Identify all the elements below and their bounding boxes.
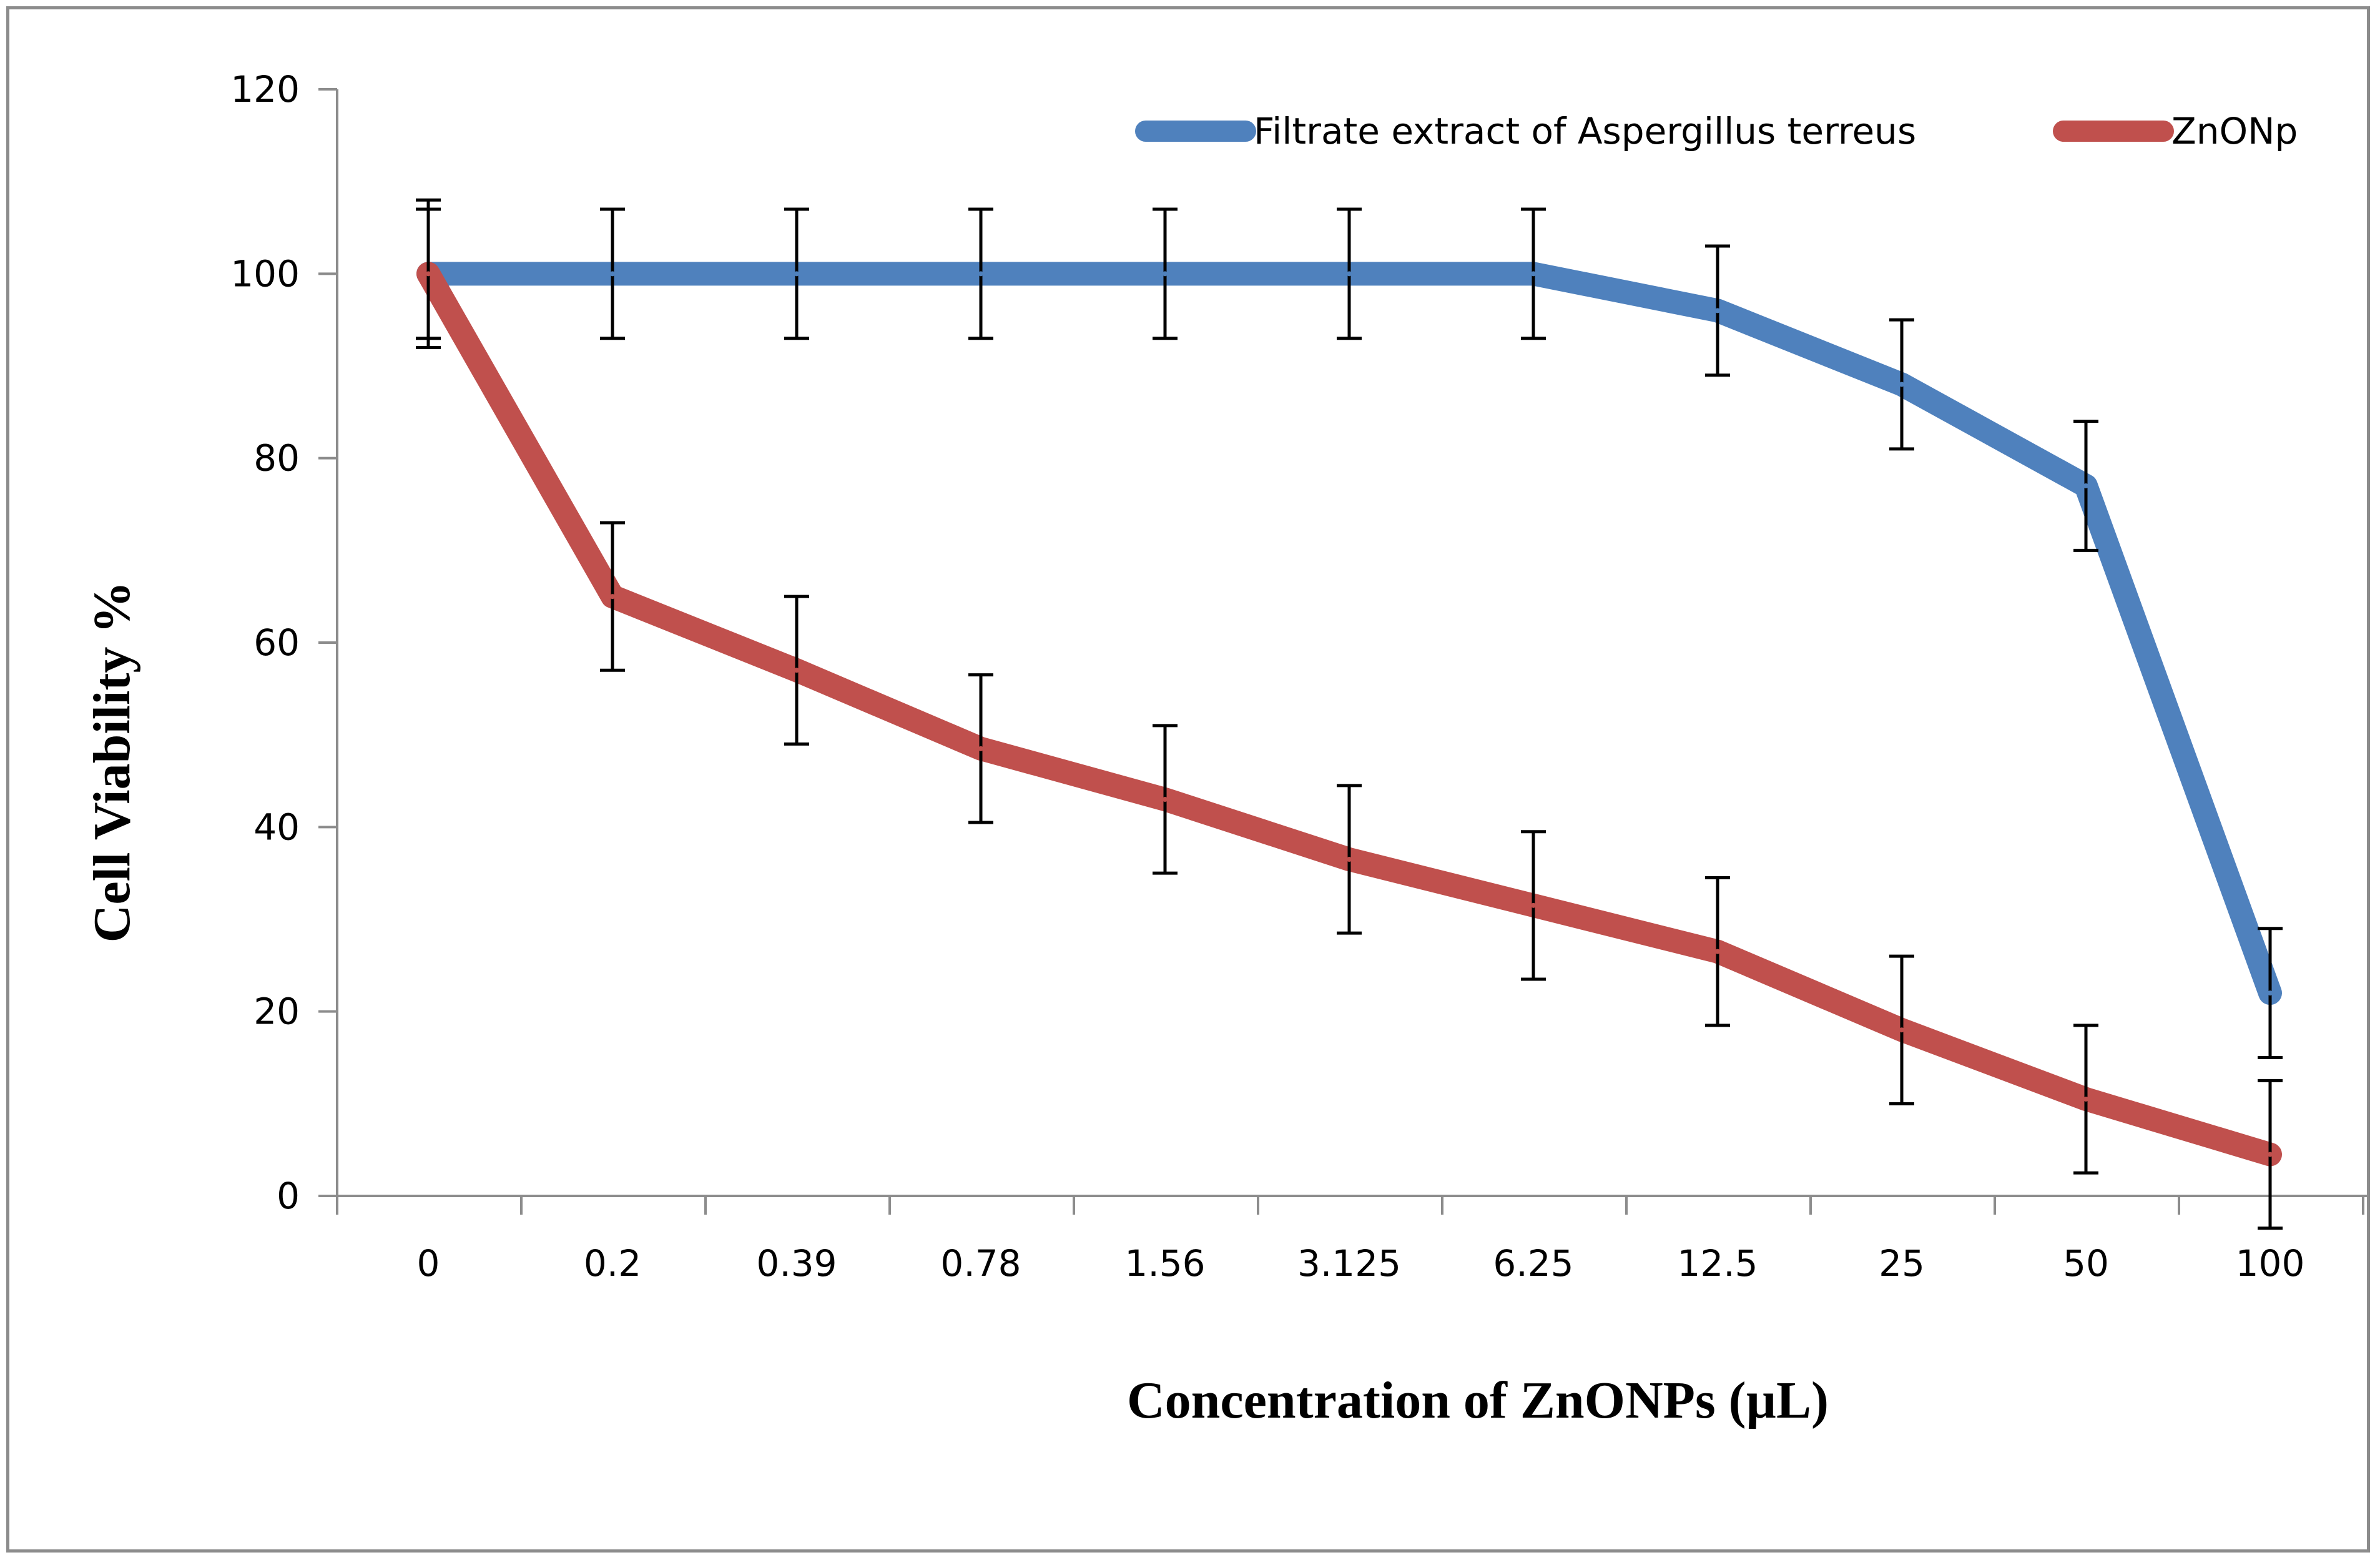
data-point (794, 668, 799, 673)
data-point (1899, 1027, 1904, 1033)
data-point (1715, 308, 1720, 313)
data-point (610, 594, 615, 600)
legend-label: ZnONp (2171, 110, 2298, 152)
x-tick-label: 0.78 (940, 1242, 1021, 1285)
legend: Filtrate extract of Aspergillus terreus Z… (1135, 110, 2298, 152)
y-tick-label: 100 (230, 252, 300, 295)
data-point (1899, 382, 1904, 387)
data-point (2083, 1096, 2088, 1102)
y-axis-title: Cell Viability % (83, 581, 141, 943)
data-point (2268, 990, 2273, 996)
data-point (1347, 271, 1352, 277)
x-tick-label: 100 (2236, 1242, 2305, 1285)
data-point (2083, 483, 2088, 488)
x-tick-label: 6.25 (1493, 1242, 1573, 1285)
series-2 (416, 198, 2283, 1230)
y-tick-label: 60 (253, 621, 300, 664)
x-axis-title: Concentration of ZnONPs (µL) (1127, 1371, 1829, 1429)
y-tick-label: 120 (230, 68, 300, 111)
data-point (426, 271, 431, 277)
legend-label: Filtrate extract of Aspergillus terreus (1254, 110, 1916, 152)
data-point (610, 271, 615, 277)
data-point (1163, 271, 1168, 277)
x-tick-label: 3.125 (1297, 1242, 1401, 1285)
x-tick-label: 1.56 (1124, 1242, 1205, 1285)
data-point (1715, 949, 1720, 954)
x-tick-label: 12.5 (1677, 1242, 1758, 1285)
x-tick-label: 25 (1879, 1242, 1925, 1285)
y-tick-label: 40 (253, 806, 300, 848)
series-layer (416, 198, 2283, 1230)
data-point (978, 271, 983, 277)
series-line (416, 262, 2282, 1167)
x-tick-label: 0.2 (584, 1242, 641, 1285)
data-point (978, 746, 983, 751)
x-tick-label: 0 (417, 1242, 440, 1285)
data-point (1531, 271, 1536, 277)
data-point (1163, 797, 1168, 802)
y-tick-label: 0 (277, 1175, 300, 1217)
data-point (2268, 1152, 2273, 1157)
axes (336, 89, 2369, 1197)
data-point (1347, 857, 1352, 862)
y-tick-label: 80 (253, 437, 300, 480)
y-tick-label: 20 (253, 990, 300, 1033)
data-point (1531, 902, 1536, 908)
y-ticks: 0 20 40 60 80 100 120 (230, 68, 337, 1217)
x-tick-label: 0.39 (756, 1242, 837, 1285)
series-1 (416, 207, 2283, 1059)
x-ticks: 0 0.2 0.39 0.78 1.56 3.125 6.25 12.5 25 50 100 (336, 1196, 2364, 1285)
data-point (794, 271, 799, 277)
x-tick-label: 50 (2063, 1242, 2109, 1285)
